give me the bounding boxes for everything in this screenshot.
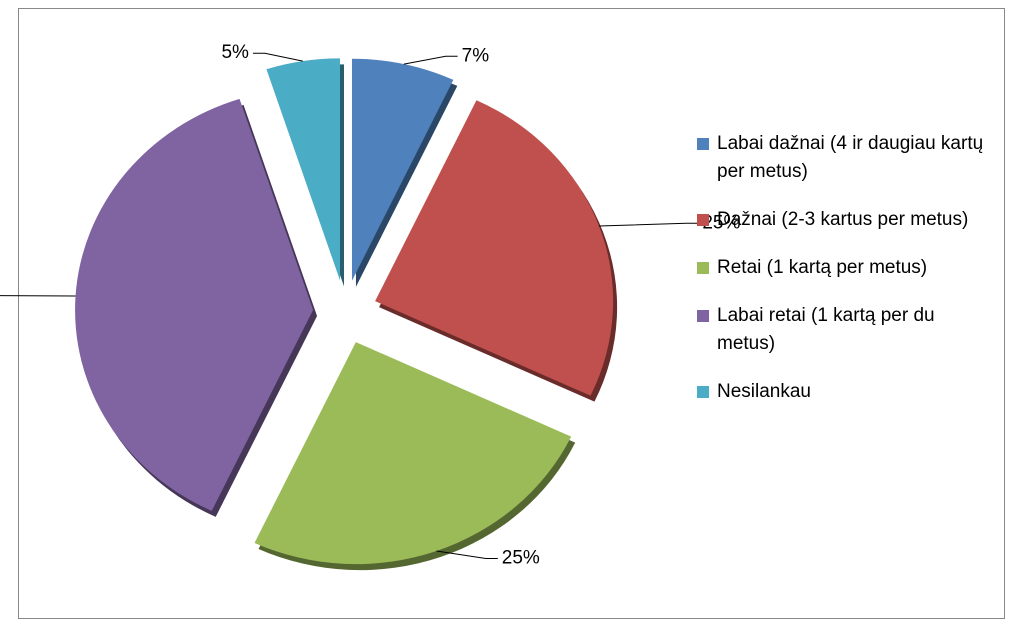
legend-swatch	[697, 262, 709, 274]
leader-line	[403, 55, 458, 65]
legend-label: Labai dažnai (4 ir daugiau kartų per met…	[717, 133, 984, 182]
leader-line	[436, 550, 498, 560]
data-label: 5%	[221, 42, 249, 63]
leader-line	[599, 222, 699, 227]
legend-swatch	[697, 386, 709, 398]
data-label: 25%	[702, 212, 740, 233]
data-label: 25%	[502, 548, 540, 569]
legend-item: Labai dažnai (4 ir daugiau kartų per met…	[697, 130, 997, 186]
slice	[75, 98, 314, 511]
slice	[375, 100, 614, 396]
leader-line	[0, 295, 76, 297]
legend-item: Labai retai (1 kartą per du metus)	[697, 302, 997, 358]
legend: Labai dažnai (4 ir daugiau kartų per met…	[697, 130, 997, 426]
slice	[266, 58, 340, 281]
leader-line	[252, 52, 303, 62]
legend-swatch	[697, 310, 709, 322]
legend-item: Nesilankau	[697, 378, 997, 406]
slice	[351, 58, 454, 281]
slice	[254, 342, 572, 565]
legend-item: Dažnai (2-3 kartus per metus)	[697, 206, 997, 234]
legend-swatch	[697, 214, 709, 226]
data-label: 7%	[462, 45, 490, 66]
legend-label: Nesilankau	[717, 381, 811, 402]
legend-label: Dažnai (2-3 kartus per metus)	[717, 209, 969, 230]
legend-label: Labai retai (1 kartą per du metus)	[717, 305, 935, 354]
legend-item: Retai (1 kartą per metus)	[697, 254, 997, 282]
legend-label: Retai (1 kartą per metus)	[717, 257, 928, 278]
legend-swatch	[697, 138, 709, 150]
